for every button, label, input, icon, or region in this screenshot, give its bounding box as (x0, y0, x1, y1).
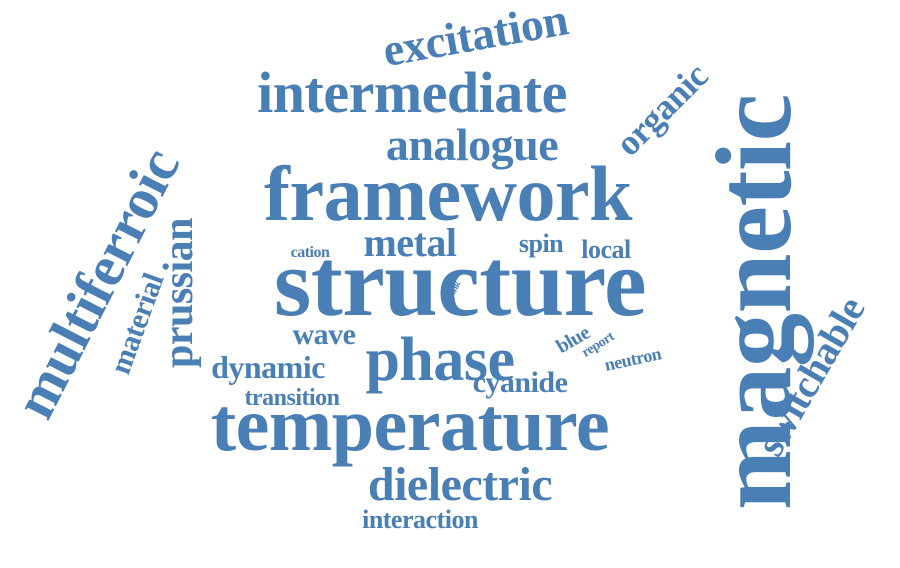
word-neutron: neutron (603, 343, 664, 375)
word-structure: structure (274, 229, 646, 336)
word-dynamic: dynamic (211, 349, 325, 385)
word-prussian: prussian (156, 218, 202, 368)
word-cation: cation (291, 244, 330, 261)
word-framework: framework (264, 150, 633, 237)
word-wave: wave (293, 318, 356, 351)
word-transition: transition (244, 385, 339, 411)
word-phase: phase (365, 326, 514, 394)
word-cyanide: cyanide (473, 366, 568, 399)
word-analogue: analogue (386, 119, 558, 170)
word-magnetic: magnetic (695, 94, 814, 510)
word-intermediate: intermediate (257, 60, 567, 125)
word-metal: metal (363, 220, 456, 265)
word-spin: spin (519, 229, 564, 258)
word-dielectric: dielectric (368, 458, 552, 511)
word-temperature: temperature (211, 383, 609, 467)
word-local: local (581, 235, 631, 264)
word-interaction: interaction (362, 505, 479, 534)
